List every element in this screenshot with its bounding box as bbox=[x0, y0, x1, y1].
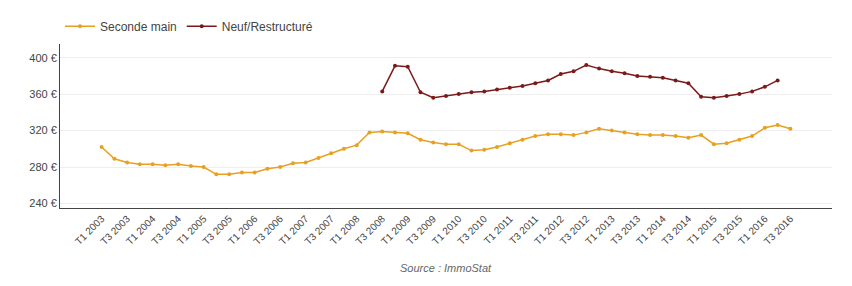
svg-text:T3 2009: T3 2009 bbox=[404, 213, 438, 247]
svg-text:T3 2008: T3 2008 bbox=[353, 213, 387, 247]
svg-text:T3 2007: T3 2007 bbox=[302, 213, 336, 247]
svg-text:T3 2005: T3 2005 bbox=[200, 213, 234, 247]
svg-text:T1 2010: T1 2010 bbox=[430, 213, 464, 247]
svg-text:T3 2004: T3 2004 bbox=[149, 213, 183, 247]
svg-text:280 €: 280 € bbox=[29, 161, 57, 173]
svg-text:T3 2013: T3 2013 bbox=[609, 213, 643, 247]
svg-text:T3 2006: T3 2006 bbox=[251, 213, 285, 247]
svg-text:400 €: 400 € bbox=[29, 52, 57, 64]
svg-text:360 €: 360 € bbox=[29, 88, 57, 100]
svg-text:T3 2010: T3 2010 bbox=[455, 213, 489, 247]
svg-text:T3 2015: T3 2015 bbox=[711, 213, 745, 247]
svg-text:T1 2006: T1 2006 bbox=[226, 213, 260, 247]
svg-text:T1 2005: T1 2005 bbox=[175, 213, 209, 247]
svg-text:T1 2003: T1 2003 bbox=[73, 213, 107, 247]
svg-text:T3 2014: T3 2014 bbox=[660, 213, 694, 247]
svg-text:T1 2008: T1 2008 bbox=[328, 213, 362, 247]
svg-text:T1 2013: T1 2013 bbox=[583, 213, 617, 247]
svg-text:320 €: 320 € bbox=[29, 124, 57, 136]
svg-text:T1 2014: T1 2014 bbox=[634, 213, 668, 247]
svg-text:T1 2009: T1 2009 bbox=[379, 213, 413, 247]
svg-text:T1 2011: T1 2011 bbox=[482, 213, 516, 247]
svg-text:240 €: 240 € bbox=[29, 197, 57, 209]
svg-text:T1 2007: T1 2007 bbox=[277, 213, 311, 247]
svg-text:T3 2012: T3 2012 bbox=[558, 213, 592, 247]
svg-text:T1 2004: T1 2004 bbox=[124, 213, 158, 247]
svg-text:T3 2011: T3 2011 bbox=[507, 213, 541, 247]
svg-text:Neuf/Restructuré: Neuf/Restructuré bbox=[222, 20, 313, 34]
svg-text:T3 2003: T3 2003 bbox=[98, 213, 132, 247]
svg-text:T1 2016: T1 2016 bbox=[736, 213, 770, 247]
svg-text:T1 2015: T1 2015 bbox=[685, 213, 719, 247]
svg-text:T1 2012: T1 2012 bbox=[532, 213, 566, 247]
svg-text:T3 2016: T3 2016 bbox=[762, 213, 796, 247]
svg-text:Source : ImmoStat: Source : ImmoStat bbox=[400, 262, 492, 274]
svg-text:Seconde main: Seconde main bbox=[100, 20, 177, 34]
